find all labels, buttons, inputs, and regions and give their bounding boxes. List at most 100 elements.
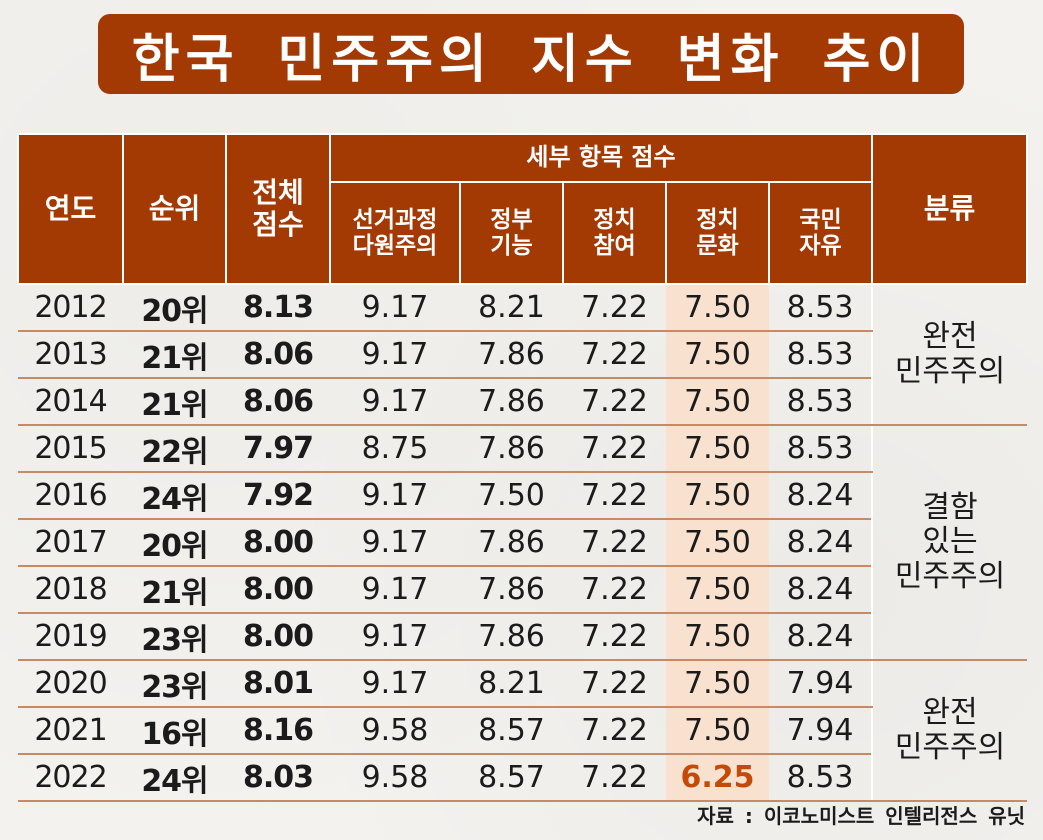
cell-year: 2018 xyxy=(18,566,123,614)
cell-total: 7.92 xyxy=(226,472,330,520)
cell-government: 7.86 xyxy=(460,331,563,379)
cell-electoral: 9.17 xyxy=(330,566,460,614)
cell-electoral: 9.17 xyxy=(330,331,460,379)
cell-participation: 7.22 xyxy=(563,472,666,520)
cell-culture: 7.50 xyxy=(666,331,769,379)
table-row: 2016 24위 7.92 9.17 7.50 7.22 7.50 8.24 xyxy=(18,472,1027,520)
cell-culture: 7.50 xyxy=(666,284,769,332)
cell-participation: 7.22 xyxy=(563,566,666,614)
cell-liberties: 8.24 xyxy=(769,472,873,520)
header-government: 정부 기능 xyxy=(459,181,564,285)
classification-line: 완전 xyxy=(922,695,978,730)
cell-rank: 20위 xyxy=(123,519,226,567)
cell-electoral: 9.17 xyxy=(330,378,460,426)
header-liberties-line1: 국민 xyxy=(799,206,842,233)
cell-government: 7.86 xyxy=(460,566,563,614)
cell-culture: 7.50 xyxy=(666,425,769,473)
cell-rank: 21위 xyxy=(123,331,226,379)
cell-total: 8.06 xyxy=(226,378,330,426)
table-row: 2019 23위 8.00 9.17 7.86 7.22 7.50 8.24 xyxy=(18,613,1027,661)
cell-electoral: 9.58 xyxy=(330,754,460,802)
cell-culture: 7.50 xyxy=(666,707,769,755)
cell-liberties: 8.24 xyxy=(769,519,873,567)
cell-participation: 7.22 xyxy=(563,425,666,473)
header-classification: 분류 xyxy=(871,133,1029,285)
classification-line: 민주주의 xyxy=(894,558,1006,594)
header-participation: 정치 참여 xyxy=(562,181,667,285)
table-row: 2017 20위 8.00 9.17 7.86 7.22 7.50 8.24 xyxy=(18,519,1027,567)
classification-line: 민주주의 xyxy=(894,353,1006,389)
cell-total: 8.01 xyxy=(226,660,330,708)
cell-government: 7.86 xyxy=(460,613,563,661)
source-note: 자료 : 이코노미스트 인텔리전스 유닛 xyxy=(697,804,1025,828)
cell-liberties: 8.53 xyxy=(769,378,873,426)
cell-rank: 21위 xyxy=(123,566,226,614)
cell-participation: 7.22 xyxy=(563,613,666,661)
header-electoral-line2: 다원주의 xyxy=(352,233,438,259)
cell-participation: 7.22 xyxy=(563,707,666,755)
header-participation-line2: 참여 xyxy=(593,233,636,259)
cell-year: 2016 xyxy=(18,472,123,520)
cell-culture: 7.50 xyxy=(666,613,769,661)
header-liberties-line2: 자유 xyxy=(799,233,842,259)
cell-liberties: 7.94 xyxy=(769,660,873,708)
cell-classification: 완전 민주주의 xyxy=(871,284,1028,426)
header-total-line2: 점수 xyxy=(252,208,304,241)
cell-government: 7.86 xyxy=(460,425,563,473)
cell-participation: 7.22 xyxy=(563,519,666,567)
democracy-index-table: 연도 순위 전체 점수 세부 항목 점수 분류 선거과정 다원주의 정부 기능 … xyxy=(17,133,1029,802)
table-row: 2015 22위 7.97 8.75 7.86 7.22 7.50 8.53 결함 있는 민주주의 xyxy=(18,425,1028,661)
classification-line: 결함 xyxy=(922,489,978,525)
cell-electoral: 9.17 xyxy=(330,519,460,567)
cell-government: 8.21 xyxy=(460,284,563,332)
header-participation-line1: 정치 xyxy=(593,206,636,233)
page-title: 한국 민주주의 지수 변화 추이 xyxy=(98,14,964,94)
cell-participation: 7.22 xyxy=(563,754,666,802)
cell-government: 7.86 xyxy=(460,378,563,426)
cell-total: 8.00 xyxy=(226,613,330,661)
cell-culture: 7.50 xyxy=(666,378,769,426)
cell-liberties: 8.53 xyxy=(769,754,873,802)
cell-electoral: 9.17 xyxy=(330,613,460,661)
header-year: 연도 xyxy=(17,133,124,285)
cell-liberties: 8.53 xyxy=(769,284,873,332)
cell-participation: 7.22 xyxy=(563,331,666,379)
cell-total: 8.00 xyxy=(226,566,330,614)
cell-rank: 24위 xyxy=(123,754,226,802)
cell-culture: 7.50 xyxy=(666,660,769,708)
cell-government: 7.50 xyxy=(460,472,563,520)
table-row: 2020 23위 8.01 9.17 8.21 7.22 7.50 7.94 완전 민주주의 xyxy=(18,660,1028,802)
cell-liberties: 8.24 xyxy=(769,613,873,661)
header-culture-line2: 문화 xyxy=(696,233,739,259)
cell-culture: 6.25 xyxy=(666,754,769,802)
cell-government: 8.21 xyxy=(460,660,563,708)
cell-rank: 21위 xyxy=(123,378,226,426)
cell-year: 2015 xyxy=(18,425,123,473)
cell-culture: 7.50 xyxy=(666,472,769,520)
header-electoral: 선거과정 다원주의 xyxy=(329,181,461,285)
classification-line: 있는 xyxy=(922,524,978,560)
classification-line: 민주주의 xyxy=(894,729,1006,765)
cell-year: 2020 xyxy=(18,660,123,708)
table-row: 2014 21위 8.06 9.17 7.86 7.22 7.50 8.53 xyxy=(18,378,1027,426)
cell-electoral: 9.17 xyxy=(330,472,460,520)
cell-total: 7.97 xyxy=(226,425,330,473)
cell-rank: 16위 xyxy=(123,707,226,755)
cell-electoral: 9.58 xyxy=(330,707,460,755)
cell-year: 2022 xyxy=(18,754,123,802)
cell-government: 7.86 xyxy=(460,519,563,567)
header-electoral-line1: 선거과정 xyxy=(352,206,438,233)
cell-year: 2019 xyxy=(18,613,123,661)
cell-rank: 23위 xyxy=(123,613,226,661)
table-body: 2012 20위 8.13 9.17 8.21 7.22 7.50 8.53 완전 민주주의 201… xyxy=(18,284,1028,802)
header-culture: 정치 문화 xyxy=(665,181,770,285)
cell-liberties: 8.53 xyxy=(769,331,873,379)
cell-electoral: 9.17 xyxy=(330,284,460,332)
cell-rank: 24위 xyxy=(123,472,226,520)
cell-rank: 20위 xyxy=(123,284,226,332)
header-government-line2: 기능 xyxy=(490,233,533,259)
cell-year: 2013 xyxy=(18,331,123,379)
header-liberties: 국민 자유 xyxy=(767,181,874,285)
header-culture-line1: 정치 xyxy=(696,206,739,233)
classification-line: 완전 xyxy=(922,319,978,354)
